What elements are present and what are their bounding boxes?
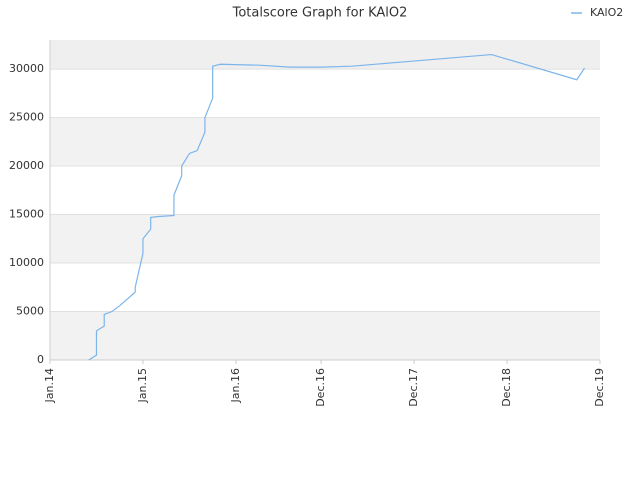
x-tick-label: Jan.16: [229, 368, 242, 403]
plot-band: [50, 166, 600, 215]
legend-label: KAlO2: [590, 6, 623, 19]
plot-band: [50, 311, 600, 360]
line: [88, 53, 586, 361]
plot-band: [50, 40, 600, 70]
chart-title: Totalscore Graph for KAlO2: [232, 6, 408, 21]
plot-band: [50, 69, 600, 118]
plot-band: [50, 214, 600, 264]
y-tick-label: 5000: [16, 305, 44, 318]
y-tick-label: 15000: [9, 208, 44, 221]
x-tick-label: Dec.18: [500, 368, 513, 407]
plot-band: [50, 117, 600, 167]
plot-band: [50, 263, 600, 312]
y-tick-label: 0: [37, 353, 44, 366]
x-tick-label: Dec.17: [407, 368, 420, 407]
x-tick-label: Jan.15: [136, 368, 149, 403]
y-tick-label: 10000: [9, 256, 44, 269]
y-tick-label: 20000: [9, 159, 44, 172]
y-tick-label: 30000: [9, 62, 44, 75]
x-tick-label: Dec.16: [314, 368, 327, 407]
x-tick-label: Dec.19: [593, 368, 606, 407]
y-tick-label: 25000: [9, 111, 44, 124]
x-tick-label: Jan.14: [43, 368, 56, 403]
